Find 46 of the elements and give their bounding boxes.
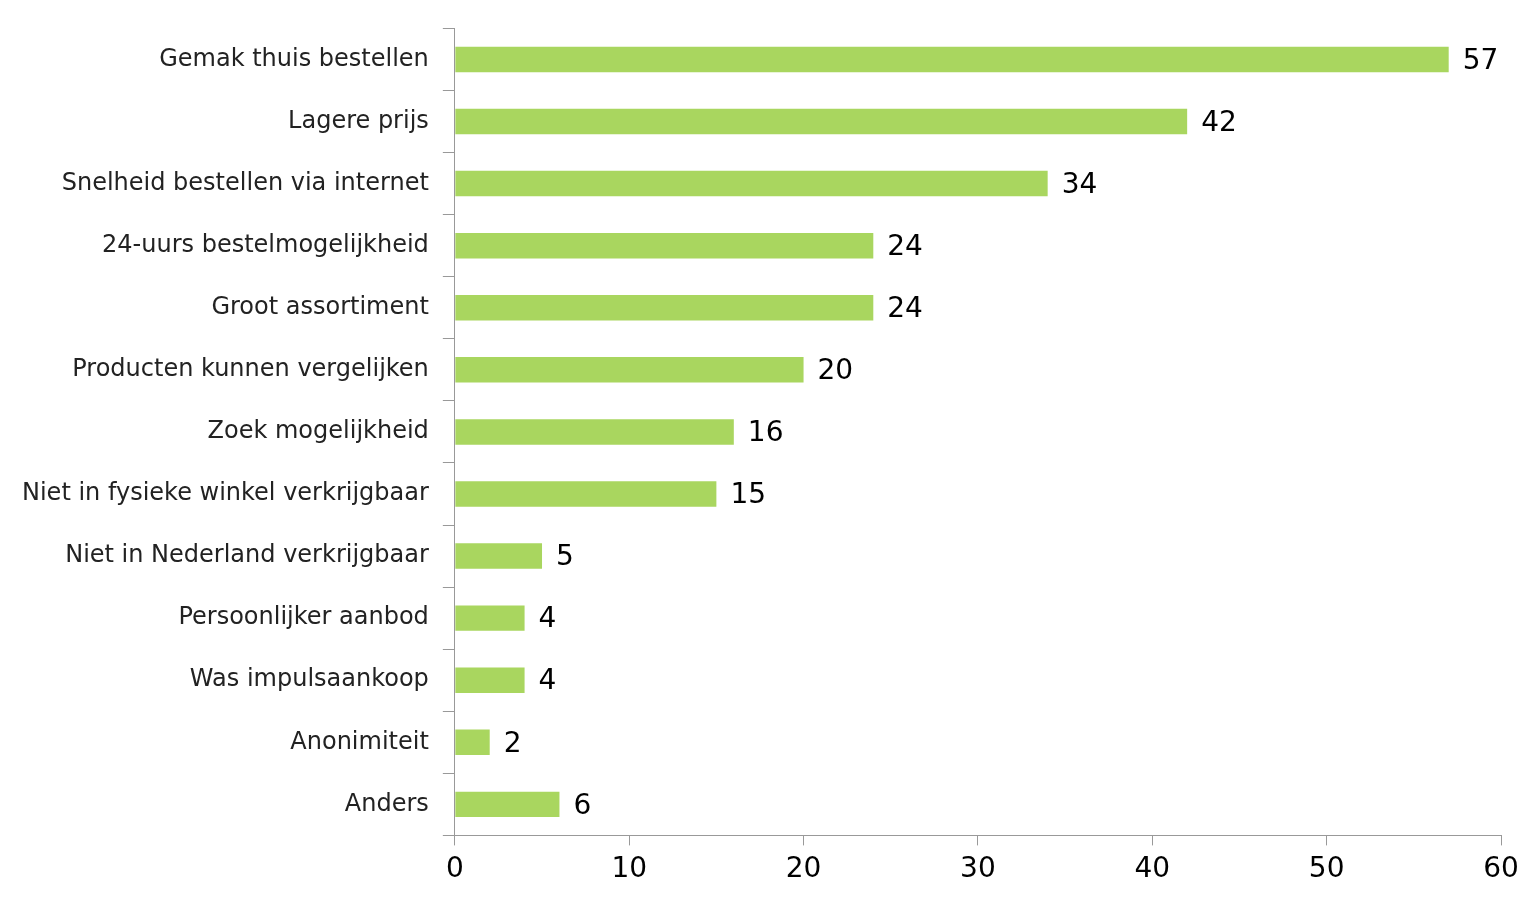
bar — [455, 419, 734, 445]
data-label: 24 — [887, 291, 923, 325]
data-label: 24 — [887, 228, 923, 262]
bar — [455, 729, 490, 756]
data-label: 2 — [503, 725, 522, 759]
x-tick-label: 10 — [611, 851, 648, 885]
x-tick-label: 50 — [1308, 851, 1345, 885]
data-label: 42 — [1201, 104, 1237, 138]
data-label: 15 — [730, 477, 767, 511]
x-tick-label: 30 — [960, 851, 996, 885]
y-tick-label: Persoonlijker aanbod — [178, 602, 429, 631]
bar — [455, 667, 525, 693]
bar — [455, 46, 1449, 73]
data-label: 16 — [747, 415, 784, 449]
data-label: 5 — [556, 539, 574, 573]
y-tick-label: Groot assortiment — [211, 291, 429, 320]
y-tick-label: Anders — [344, 788, 429, 817]
x-tick-label: 0 — [445, 851, 464, 885]
y-tick-label: Producten kunnen vergelijken — [72, 354, 429, 383]
bar — [455, 295, 874, 321]
y-tick-label: Was impulsaankoop — [189, 664, 429, 693]
x-tick-label: 40 — [1134, 851, 1171, 885]
y-tick-label: Niet in fysieke winkel verkrijgbaar — [22, 478, 429, 507]
data-label: 6 — [573, 787, 592, 821]
data-label: 20 — [817, 353, 854, 387]
y-tick-label: Snelheid bestellen via internet — [61, 167, 429, 196]
y-tick-label: Gemak thuis bestellen — [159, 43, 429, 72]
bar — [455, 108, 1188, 135]
bar — [455, 170, 1048, 197]
bar — [455, 543, 543, 569]
bar — [455, 791, 560, 818]
data-label: 57 — [1462, 42, 1499, 76]
data-label: 4 — [538, 663, 557, 697]
x-tick-label: 20 — [785, 851, 822, 885]
data-label: 4 — [538, 601, 557, 635]
y-tick-label: Anonimiteit — [290, 726, 429, 755]
y-tick-label: 24-uurs bestelmogelijkheid — [102, 229, 429, 258]
bar — [455, 357, 804, 383]
y-tick-label: Lagere prijs — [288, 105, 429, 134]
y-tick-label: Niet in Nederland verkrijgbaar — [65, 540, 429, 569]
data-label: 34 — [1061, 166, 1098, 200]
y-tick-label: Zoek mogelijkheid — [207, 416, 429, 445]
bar — [455, 481, 717, 507]
bar — [455, 232, 874, 259]
x-tick-label: 60 — [1483, 851, 1519, 885]
bar — [455, 605, 525, 631]
